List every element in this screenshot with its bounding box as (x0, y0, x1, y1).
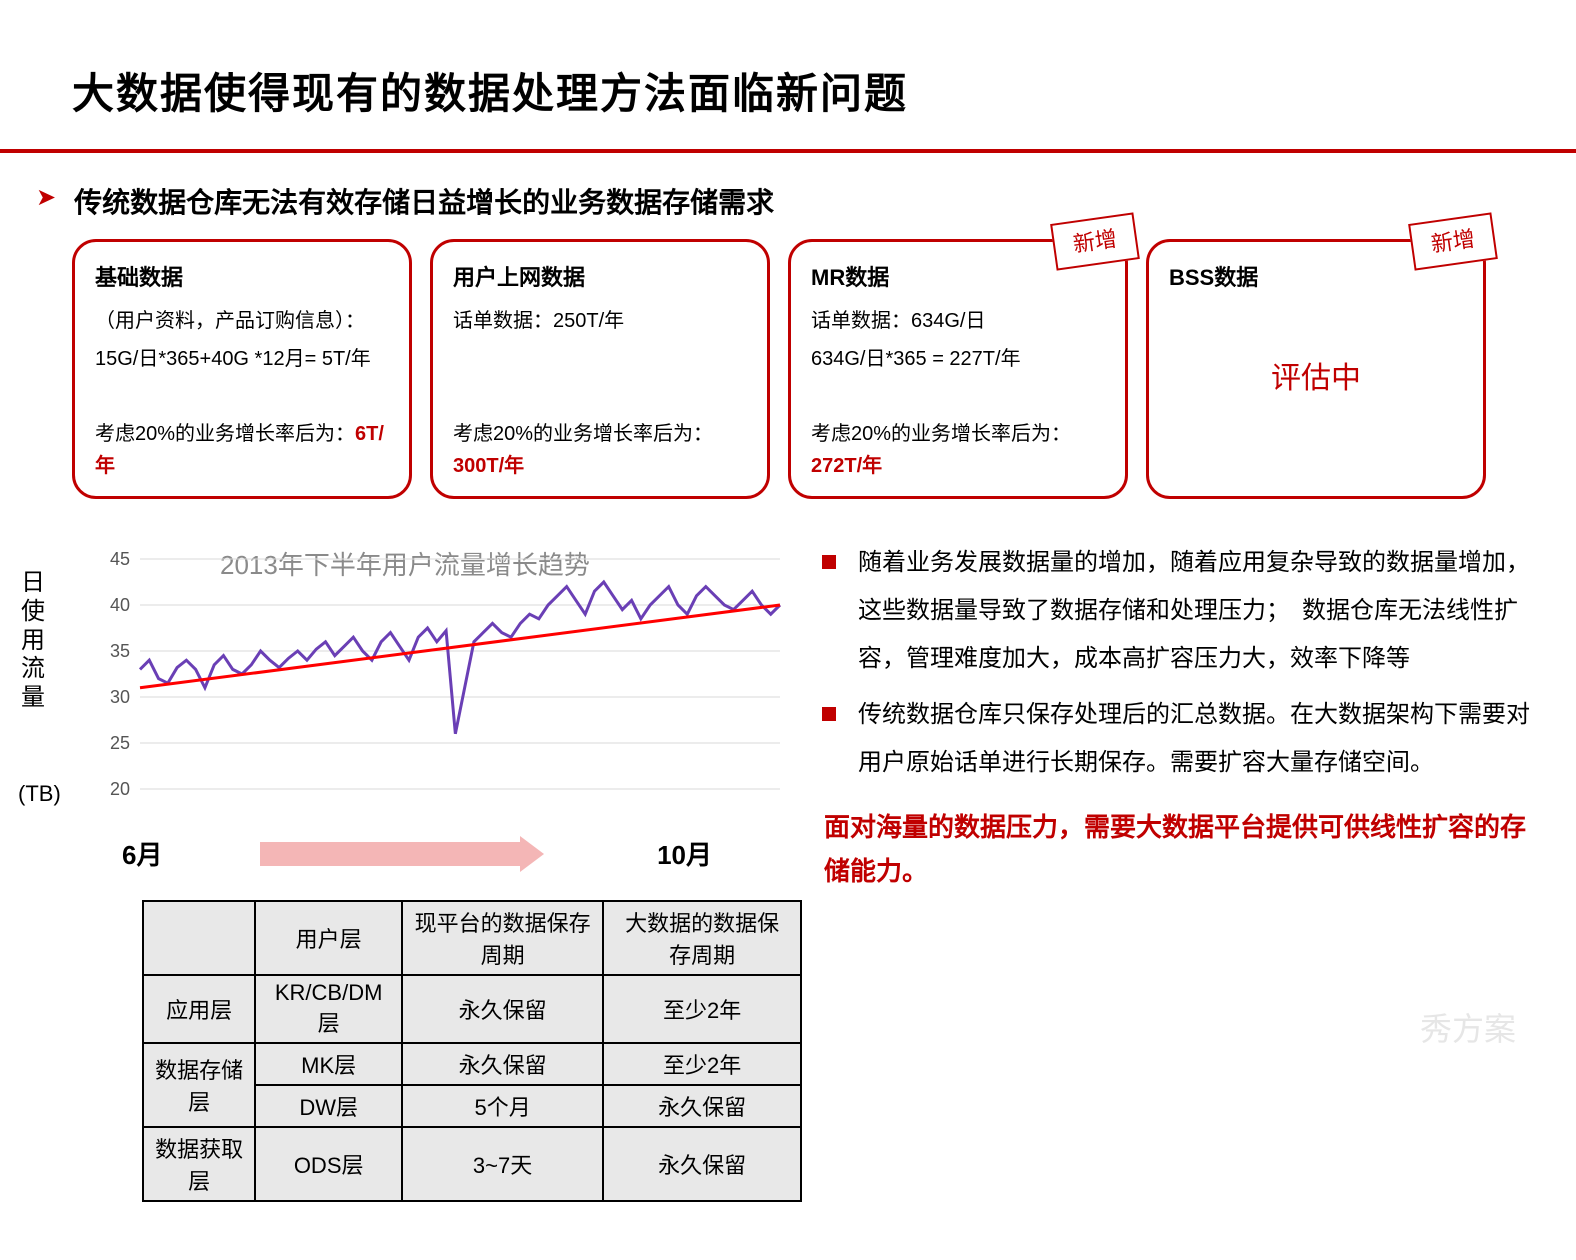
chevron-icon: ➤ (36, 181, 56, 215)
svg-text:35: 35 (110, 641, 130, 661)
card-growth: 考虑20%的业务增长率后为：6T/年 (95, 418, 389, 482)
x-end-label: 10月 (657, 835, 712, 872)
svg-text:20: 20 (110, 779, 130, 799)
bullet-item: 随着业务发展数据量的增加，随着应用复杂导致的数据量增加，这些数据量导致了数据存储… (822, 539, 1536, 683)
svg-text:40: 40 (110, 595, 130, 615)
new-badge: 新增 (1408, 212, 1498, 270)
card-line1: 话单数据：250T/年 (453, 305, 747, 337)
table-row: 应用层KR/CB/DM层永久保留至少2年 (143, 975, 801, 1043)
eval-text: 评估中 (1169, 355, 1463, 403)
line-chart: 20 25 30 35 40 45 (70, 529, 790, 809)
conclusion-text: 面对海量的数据压力，需要大数据平台提供可供线性扩容的存储能力。 (822, 805, 1536, 893)
page-title: 大数据使得现有的数据处理方法面临新问题 (72, 60, 1576, 121)
card-line2: 15G/日*365+40G *12月= 5T/年 (95, 343, 389, 375)
y-axis-label: 日使用流量 (20, 569, 46, 713)
card-line1: （用户资料，产品订购信息）： (95, 305, 389, 337)
table-row: 数据存储层MK层永久保留至少2年 (143, 1043, 801, 1085)
x-start-label: 6月 (122, 835, 162, 872)
card-line1: 话单数据：634G/日 (811, 305, 1105, 337)
svg-text:25: 25 (110, 733, 130, 753)
data-card-2: MR数据话单数据：634G/日634G/日*365 = 227T/年考虑20%的… (788, 239, 1128, 499)
svg-text:45: 45 (110, 549, 130, 569)
card-line2: 634G/日*365 = 227T/年 (811, 343, 1105, 375)
data-card-1: 用户上网数据话单数据：250T/年考虑20%的业务增长率后为：300T/年 (430, 239, 770, 499)
new-badge: 新增 (1050, 212, 1140, 270)
data-card-3: BSS数据评估中新增 (1146, 239, 1486, 499)
retention-table: 用户层现平台的数据保存周期大数据的数据保存周期应用层KR/CB/DM层永久保留至… (142, 900, 802, 1202)
arrow-icon (260, 842, 520, 866)
card-title: 基础数据 (95, 260, 389, 295)
table-row: 数据获取层ODS层3~7天永久保留 (143, 1127, 801, 1201)
card-growth: 考虑20%的业务增长率后为：300T/年 (453, 418, 747, 482)
card-title: 用户上网数据 (453, 260, 747, 295)
subtitle: 传统数据仓库无法有效存储日益增长的业务数据存储需求 (74, 181, 774, 221)
unit-label: (TB) (18, 781, 61, 807)
data-card-0: 基础数据 （用户资料，产品订购信息）： 15G/日*365+40G *12月= 5T… (72, 239, 412, 499)
svg-text:30: 30 (110, 687, 130, 707)
table-header-row: 用户层现平台的数据保存周期大数据的数据保存周期 (143, 901, 801, 975)
card-growth: 考虑20%的业务增长率后为：272T/年 (811, 418, 1105, 482)
bullet-item: 传统数据仓库只保存处理后的汇总数据。在大数据架构下需要对用户原始话单进行长期保存… (822, 691, 1536, 787)
